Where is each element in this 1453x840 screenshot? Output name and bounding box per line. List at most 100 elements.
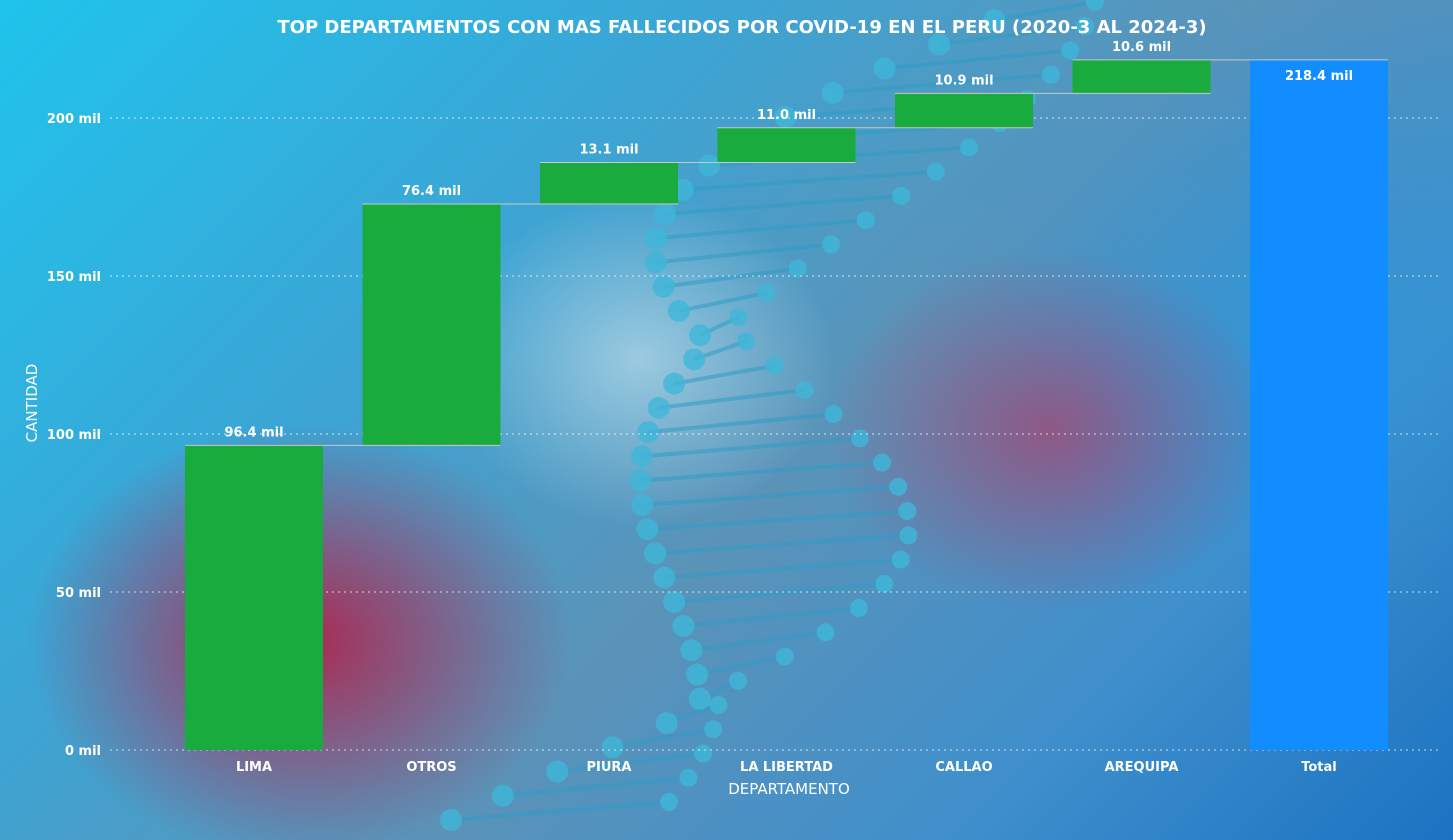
helix-node [636, 518, 659, 541]
helix-rung [664, 557, 901, 580]
helix-rung [641, 436, 861, 459]
connectors [185, 59, 1388, 446]
helix-rung [683, 606, 860, 629]
data-label: 76.4 mil [402, 184, 461, 199]
data-label: 10.9 mil [934, 73, 993, 88]
data-labels: 96.4 mil 76.4 mil 13.1 mil 11.0 mil 10.9 mil… [224, 40, 1353, 441]
category-label: LIMA [236, 760, 272, 775]
helix-node [629, 469, 652, 492]
helix-rung [682, 169, 936, 192]
helix-rung [832, 72, 1052, 95]
helix-node [601, 736, 624, 759]
data-label: 13.1 mil [579, 143, 638, 158]
bar-arequipa[interactable] [1072, 59, 1211, 94]
bar-piura[interactable] [540, 162, 678, 204]
helix-node [663, 372, 686, 395]
helix-rung [612, 727, 714, 750]
data-label: 96.4 mil [224, 425, 283, 440]
helix-node [644, 227, 667, 250]
y-tick-label: 0 mil [65, 744, 101, 759]
helix-rung [655, 242, 832, 265]
helix-rung [647, 412, 834, 435]
category-label: Total [1301, 760, 1337, 775]
helix-rung [557, 751, 704, 774]
helix-node [795, 380, 814, 399]
bar-la-libertad[interactable] [717, 127, 856, 163]
helix-node [694, 744, 713, 763]
helix-node [704, 720, 723, 739]
helix-node [683, 348, 706, 371]
helix-node [850, 429, 869, 448]
helix-rung [639, 460, 883, 483]
helix-node [822, 235, 841, 254]
helix-node [898, 502, 917, 521]
x-axis-categories: LIMA OTROS PIURA LA LIBERTAD CALLAO AREQUIPA T… [236, 760, 1337, 775]
y-tick-label: 200 mil [47, 112, 101, 127]
helix-node [652, 275, 675, 298]
data-label: 218.4 mil [1285, 69, 1353, 84]
helix-node [889, 477, 908, 496]
helix-node [959, 138, 978, 157]
helix-node [824, 405, 843, 424]
helix-rung [884, 48, 1071, 71]
helix-node [439, 809, 462, 831]
data-label: 10.6 mil [1112, 40, 1171, 55]
helix-node [709, 696, 728, 715]
category-label: AREQUIPA [1105, 760, 1179, 775]
helix-node [655, 712, 678, 735]
helix-node [729, 671, 748, 690]
y-tick-label: 150 mil [47, 270, 101, 285]
helix-node [688, 687, 711, 710]
helix-node [765, 356, 784, 375]
bar-otros[interactable] [362, 203, 501, 446]
helix-rung [647, 509, 908, 532]
helix-node [873, 57, 896, 80]
helix-node [491, 784, 514, 807]
y-tick-label: 50 mil [56, 586, 101, 601]
helix-node [680, 639, 703, 662]
category-label: LA LIBERTAD [740, 760, 833, 775]
helix-rung [678, 290, 767, 313]
helix-node [631, 493, 654, 516]
helix-rung [642, 484, 899, 507]
x-axis-title: DEPARTAMENTO [728, 780, 850, 798]
helix-node [774, 105, 797, 128]
helix-node [1061, 41, 1080, 60]
bar-lima[interactable] [185, 445, 323, 750]
helix-node [667, 299, 690, 322]
helix-node [644, 542, 667, 565]
helix-node [757, 283, 776, 302]
helix-node [663, 590, 686, 613]
helix-node [686, 663, 709, 686]
bar-callao[interactable] [895, 93, 1033, 128]
helix-node [636, 421, 659, 444]
helix-node [875, 574, 894, 593]
helix-node [672, 615, 695, 638]
bar-total[interactable] [1250, 59, 1388, 750]
helix-node [1075, 17, 1094, 36]
helix-node [873, 453, 892, 472]
helix-node [899, 526, 918, 545]
y-axis-title: CANTIDAD [23, 364, 41, 443]
chart-title: TOP DEPARTAMENTOS CON MAS FALLECIDOS POR… [277, 17, 1206, 38]
helix-node [653, 566, 676, 589]
helix-node [856, 211, 875, 230]
category-label: PIURA [587, 760, 632, 775]
helix-node [653, 202, 676, 225]
helix-rung [664, 193, 902, 216]
helix-rung [691, 630, 826, 653]
bars [185, 59, 1388, 750]
helix-rung [655, 218, 867, 241]
y-tick-label: 100 mil [47, 428, 101, 443]
helix-rung [938, 24, 1086, 47]
helix-rung [696, 654, 786, 677]
helix-rung [673, 363, 776, 386]
helix-node [679, 768, 698, 787]
helix-node [928, 33, 951, 56]
helix-node [816, 623, 835, 642]
helix-rung [450, 800, 670, 822]
category-label: CALLAO [935, 760, 992, 775]
helix-node [729, 308, 748, 327]
helix-node [689, 324, 712, 347]
